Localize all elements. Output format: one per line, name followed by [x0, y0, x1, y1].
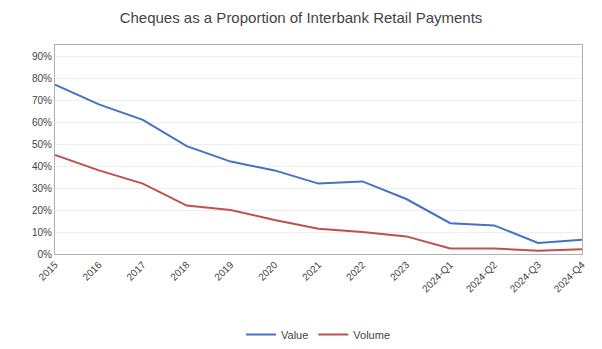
svg-text:2020: 2020	[256, 259, 280, 283]
svg-text:40%: 40%	[32, 161, 52, 172]
svg-text:70%: 70%	[32, 95, 52, 106]
svg-text:50%: 50%	[32, 139, 52, 150]
svg-text:2019: 2019	[212, 259, 236, 283]
svg-text:2023: 2023	[388, 259, 412, 283]
svg-text:2024-Q2: 2024-Q2	[464, 259, 500, 295]
svg-text:10%: 10%	[32, 227, 52, 238]
svg-text:Value: Value	[281, 329, 308, 341]
svg-text:2017: 2017	[124, 259, 148, 283]
svg-text:2024-Q4: 2024-Q4	[552, 259, 588, 295]
svg-text:0%: 0%	[38, 249, 53, 260]
svg-text:2024-Q1: 2024-Q1	[420, 259, 456, 295]
svg-text:2022: 2022	[344, 259, 368, 283]
svg-text:2024-Q3: 2024-Q3	[508, 259, 544, 295]
svg-text:20%: 20%	[32, 205, 52, 216]
svg-text:Cheques as a Proportion of Int: Cheques as a Proportion of Interbank Ret…	[120, 9, 483, 26]
svg-text:60%: 60%	[32, 117, 52, 128]
svg-text:Volume: Volume	[353, 329, 390, 341]
svg-text:80%: 80%	[32, 73, 52, 84]
svg-text:2018: 2018	[168, 259, 192, 283]
svg-text:90%: 90%	[32, 51, 52, 62]
svg-text:30%: 30%	[32, 183, 52, 194]
svg-text:2021: 2021	[300, 259, 324, 283]
svg-text:2016: 2016	[80, 259, 104, 283]
svg-text:2015: 2015	[36, 259, 60, 283]
